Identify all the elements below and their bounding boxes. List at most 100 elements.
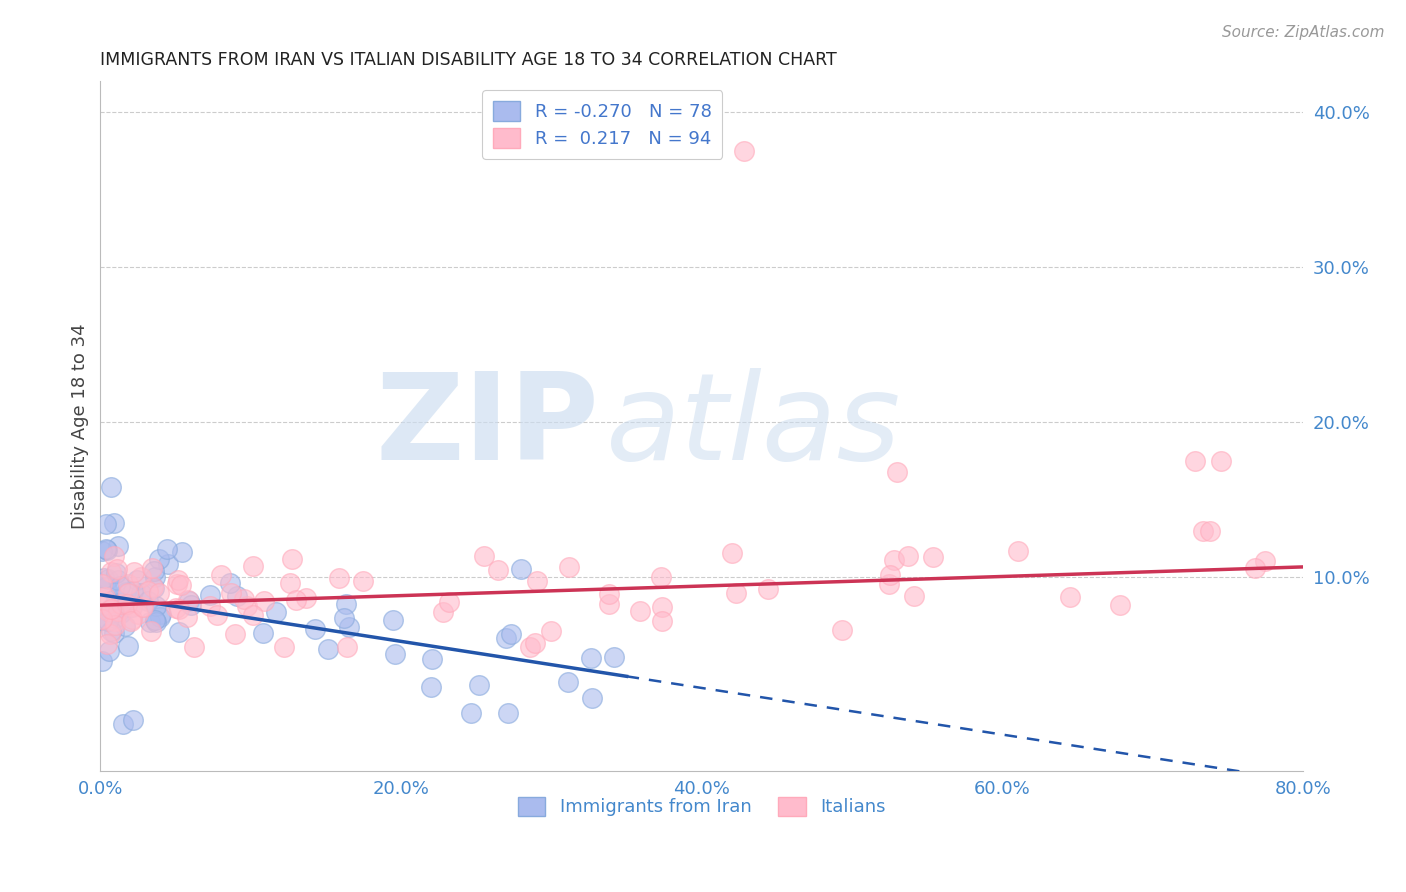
Point (105, 562, 128, 576)
Point (253, 594, 276, 608)
Point (97, 572, 120, 586)
Point (579, 651, 602, 665)
Point (93, 571, 115, 585)
Point (496, 706, 519, 720)
Point (132, 599, 155, 614)
Point (107, 605, 129, 619)
Text: IMMIGRANTS FROM IRAN VS ITALIAN DISABILITY AGE 18 TO 34 CORRELATION CHART: IMMIGRANTS FROM IRAN VS ITALIAN DISABILI… (100, 51, 837, 69)
Point (207, 607, 229, 622)
Point (121, 599, 143, 614)
Point (96, 637, 118, 651)
Point (224, 627, 246, 641)
Point (127, 607, 149, 621)
Point (219, 576, 242, 591)
Point (724, 586, 747, 600)
Point (121, 612, 143, 626)
Point (337, 619, 360, 633)
Point (328, 571, 350, 585)
Text: Source: ZipAtlas.com: Source: ZipAtlas.com (1222, 25, 1385, 40)
Point (166, 574, 188, 588)
Point (97, 643, 120, 657)
Text: atlas: atlas (606, 368, 901, 484)
Point (148, 586, 170, 600)
Point (183, 640, 205, 654)
Point (877, 577, 900, 591)
Point (903, 589, 925, 603)
Point (104, 611, 127, 625)
Point (467, 678, 489, 692)
Point (156, 558, 179, 572)
Point (138, 584, 160, 599)
Point (122, 565, 145, 579)
Point (108, 579, 131, 593)
Point (499, 627, 522, 641)
Point (120, 614, 142, 628)
Point (149, 610, 172, 624)
Point (98, 626, 121, 640)
Point (285, 593, 308, 607)
Point (242, 607, 264, 622)
Point (316, 642, 339, 657)
Point (90, 614, 112, 628)
Point (266, 606, 288, 620)
Point (100, 624, 122, 638)
Point (252, 625, 274, 640)
Point (1254, 554, 1277, 568)
Point (90, 654, 112, 668)
Point (472, 549, 495, 564)
Point (304, 623, 326, 637)
Point (581, 690, 603, 705)
Point (121, 599, 143, 613)
Point (96, 597, 118, 611)
Point (138, 615, 160, 629)
Point (117, 597, 139, 611)
Point (177, 593, 200, 607)
Point (143, 569, 166, 583)
Point (110, 597, 132, 611)
Point (97, 614, 120, 628)
Point (170, 578, 193, 592)
Point (198, 588, 221, 602)
Point (540, 624, 562, 638)
Point (149, 607, 172, 622)
Point (651, 599, 673, 614)
Point (131, 570, 153, 584)
Point (117, 577, 139, 591)
Point (294, 591, 316, 605)
Point (100, 480, 122, 494)
Point (1191, 524, 1213, 538)
Point (233, 592, 256, 607)
Point (91, 544, 114, 558)
Point (143, 582, 166, 596)
Point (104, 618, 127, 632)
Point (177, 594, 200, 608)
Point (650, 569, 672, 583)
Point (103, 597, 125, 611)
Point (883, 553, 905, 567)
Point (226, 589, 249, 603)
Point (651, 614, 673, 628)
Point (336, 640, 359, 654)
Point (1184, 454, 1206, 468)
Point (486, 562, 509, 576)
Point (1198, 524, 1220, 538)
Point (94, 516, 117, 531)
Point (103, 516, 125, 530)
Point (278, 575, 301, 590)
Point (236, 599, 259, 614)
Point (170, 545, 193, 559)
Point (131, 600, 153, 615)
Point (125, 573, 148, 587)
Point (96, 543, 118, 558)
Point (922, 550, 945, 565)
Point (105, 596, 128, 610)
Point (756, 582, 779, 596)
Point (110, 606, 132, 620)
Point (143, 564, 166, 578)
Point (169, 625, 191, 640)
Point (93, 593, 115, 607)
Point (96, 541, 118, 556)
Point (526, 574, 548, 588)
Point (603, 649, 626, 664)
Point (167, 602, 190, 616)
